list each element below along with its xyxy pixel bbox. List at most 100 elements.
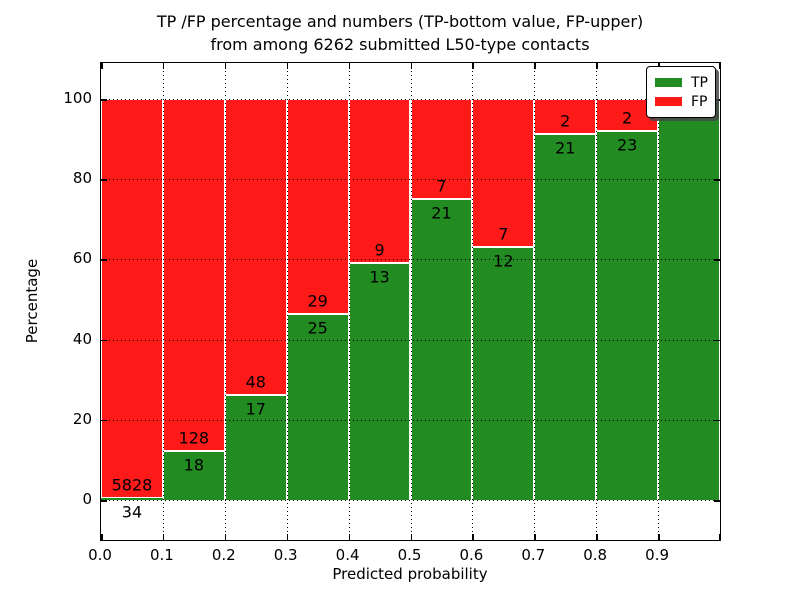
x-tick-mark bbox=[224, 63, 227, 69]
x-tick-mark bbox=[101, 534, 103, 540]
y-tick-mark bbox=[714, 419, 720, 422]
x-axis-label: Predicted probability bbox=[332, 565, 488, 583]
y-tick-mark bbox=[714, 179, 720, 181]
x-tick-mark bbox=[472, 534, 474, 540]
y-tick-mark bbox=[714, 339, 720, 342]
x-tick-label: 0.8 bbox=[583, 546, 608, 564]
legend: TP FP bbox=[646, 66, 716, 118]
bar-segment-fp bbox=[348, 99, 411, 264]
x-tick-mark bbox=[286, 63, 289, 69]
bar-label-fp: 5828 bbox=[111, 475, 153, 495]
fp-swatch-icon bbox=[655, 97, 682, 106]
y-tick-mark bbox=[101, 99, 107, 101]
x-tick-mark bbox=[472, 63, 474, 69]
x-tick-label: 0.3 bbox=[273, 546, 298, 564]
bar-segment-tp bbox=[286, 314, 349, 500]
bar-label-fp: 29 bbox=[307, 291, 328, 311]
bar-label-tp: 12 bbox=[493, 251, 514, 271]
bar-segment-tp bbox=[658, 99, 720, 500]
x-tick-mark bbox=[596, 63, 598, 69]
gridline-vertical bbox=[410, 63, 412, 540]
x-tick-mark bbox=[410, 63, 412, 69]
y-tick-mark bbox=[101, 419, 107, 422]
bar-label-tp: 21 bbox=[555, 138, 576, 158]
bar-label-tp: 25 bbox=[307, 318, 328, 338]
y-tick-mark bbox=[714, 259, 720, 261]
bar-label-fp: 7 bbox=[436, 176, 447, 196]
bar-segment-tp bbox=[224, 395, 287, 500]
legend-item-tp: TP bbox=[655, 73, 708, 92]
legend-label-fp: FP bbox=[691, 93, 708, 110]
bar-segment-tp bbox=[348, 263, 411, 500]
x-tick-label: 0.4 bbox=[335, 546, 360, 564]
tp-swatch-icon bbox=[655, 78, 682, 87]
x-tick-mark bbox=[162, 534, 165, 540]
x-tick-mark bbox=[534, 63, 536, 69]
y-tick-label: 100 bbox=[63, 89, 92, 107]
y-tick-label: 20 bbox=[72, 409, 92, 428]
bar-label-fp: 48 bbox=[245, 372, 266, 392]
gridline-vertical bbox=[658, 63, 660, 540]
gridline-vertical bbox=[472, 63, 474, 540]
y-tick-label: 60 bbox=[72, 249, 92, 268]
bar-label-tp: 17 bbox=[245, 399, 266, 419]
bar-label-tp: 18 bbox=[183, 455, 205, 475]
y-tick-mark bbox=[714, 500, 720, 502]
y-tick-mark bbox=[101, 179, 107, 181]
bar-label-fp: 2 bbox=[622, 108, 633, 128]
bar-label-fp: 9 bbox=[374, 240, 385, 260]
x-tick-mark bbox=[101, 63, 103, 69]
x-tick-mark bbox=[348, 63, 351, 69]
x-tick-label: 0.7 bbox=[521, 546, 546, 564]
x-tick-mark bbox=[410, 534, 412, 540]
gridline-vertical bbox=[224, 63, 226, 540]
bar-label-tp: 34 bbox=[121, 502, 143, 522]
x-tick-mark bbox=[286, 534, 289, 540]
bar-label-tp: 23 bbox=[616, 135, 638, 155]
gridline-vertical bbox=[348, 63, 350, 540]
x-tick-mark bbox=[224, 534, 227, 540]
chart-title: TP /FP percentage and numbers (TP-bottom… bbox=[0, 10, 800, 56]
bar-label-tp: 21 bbox=[431, 203, 452, 223]
bar-segment-tp bbox=[534, 133, 597, 500]
gridline-vertical bbox=[534, 63, 536, 540]
bar-segment-fp bbox=[101, 99, 163, 498]
gridline-vertical bbox=[596, 63, 598, 540]
bar-segment-tp bbox=[101, 497, 163, 500]
x-tick-mark bbox=[658, 534, 660, 540]
x-tick-mark bbox=[162, 63, 165, 69]
x-tick-mark bbox=[348, 534, 351, 540]
bar-segment-fp bbox=[472, 99, 535, 247]
y-tick-mark bbox=[101, 259, 107, 261]
y-axis-label: Percentage bbox=[23, 258, 41, 344]
x-tick-mark bbox=[718, 534, 720, 540]
y-tick-mark bbox=[101, 500, 107, 502]
bar-label-fp: 128 bbox=[178, 428, 210, 448]
x-tick-label: 0.0 bbox=[88, 546, 112, 564]
x-tick-label: 0.1 bbox=[149, 546, 174, 564]
bar-label-tp: 13 bbox=[369, 267, 390, 287]
x-tick-label: 0.2 bbox=[211, 546, 236, 564]
bar-segment-tp bbox=[410, 199, 473, 500]
bar-segment-fp bbox=[286, 99, 349, 315]
gridline-vertical bbox=[286, 63, 288, 540]
bar-label-fp: 7 bbox=[498, 224, 509, 244]
gridline-vertical bbox=[162, 63, 164, 540]
bar-label-fp: 2 bbox=[560, 111, 571, 131]
legend-item-fp: FP bbox=[655, 92, 708, 111]
plot-area: 582834128184817292591372171222122318 bbox=[100, 62, 721, 541]
bar-segment-tp bbox=[596, 131, 659, 500]
y-tick-mark bbox=[714, 99, 720, 101]
x-tick-label: 0.6 bbox=[459, 546, 484, 564]
bar-segment-fp bbox=[162, 99, 225, 451]
x-tick-label: 0.5 bbox=[397, 546, 422, 564]
x-tick-mark bbox=[596, 534, 598, 540]
y-tick-mark bbox=[101, 339, 107, 342]
y-tick-label: 40 bbox=[72, 329, 92, 348]
x-tick-label: 0.9 bbox=[645, 546, 670, 564]
y-tick-label: 80 bbox=[72, 169, 92, 188]
legend-label-tp: TP bbox=[691, 74, 708, 91]
bar-segment-fp bbox=[224, 99, 287, 396]
bar-segment-tp bbox=[472, 246, 535, 500]
